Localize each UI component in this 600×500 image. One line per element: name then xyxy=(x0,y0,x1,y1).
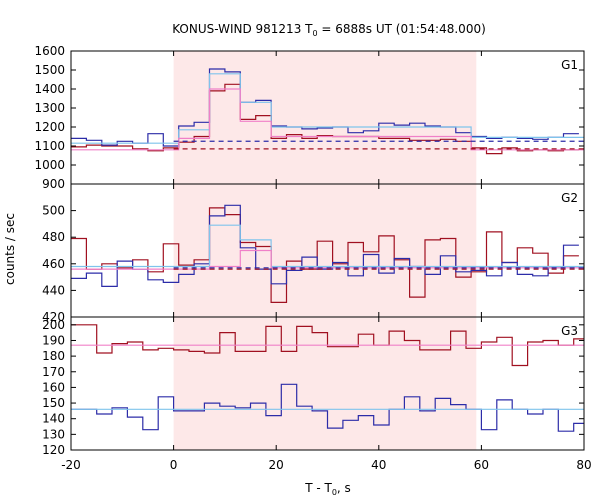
y-tick-label: 150 xyxy=(42,396,65,410)
histogram-red-0 xyxy=(71,324,584,367)
y-tick-label: 160 xyxy=(42,380,65,394)
panel-label: G2 xyxy=(561,191,578,205)
y-tick-label: 500 xyxy=(42,204,65,218)
x-tick-label: 20 xyxy=(269,458,284,472)
y-tick-label: 900 xyxy=(42,177,65,191)
y-tick-label: 1200 xyxy=(34,120,65,134)
histogram-red-0 xyxy=(71,207,579,303)
y-tick-label: 170 xyxy=(42,365,65,379)
y-tick-label: 460 xyxy=(42,257,65,271)
panel-label: G3 xyxy=(561,324,578,338)
y-tick-label: 480 xyxy=(42,230,65,244)
y-tick-label: 1300 xyxy=(34,101,65,115)
histogram-blue-1 xyxy=(71,204,579,287)
x-tick-label: 60 xyxy=(474,458,489,472)
panel-label: G1 xyxy=(561,58,578,72)
panel-frame xyxy=(70,316,585,451)
y-tick-label: 140 xyxy=(42,412,65,426)
y-tick-label: 1100 xyxy=(34,139,65,153)
histogram-pink-3 xyxy=(71,88,584,151)
chart-title: KONUS-WIND 981213 T0 = 6888s UT (01:54:4… xyxy=(172,22,486,38)
y-tick-label: 200 xyxy=(42,318,65,332)
y-tick-label: 420 xyxy=(42,310,65,324)
y-tick-label: 1400 xyxy=(34,82,65,96)
panel-g1: 900 1000 1100 1200 1300 1400 1500 1600 G1 xyxy=(34,44,585,191)
y-tick-label: 440 xyxy=(42,283,65,297)
histogram-lightblue-2 xyxy=(71,73,584,144)
x-tick-label: 80 xyxy=(576,458,591,472)
panel-g2: 420 440 460 480 500 G2 xyxy=(42,183,585,324)
x-tick-label: 40 xyxy=(371,458,386,472)
x-axis-label: T - T0, s xyxy=(304,481,351,497)
y-tick-label: 1000 xyxy=(34,158,65,172)
y-tick-label: 120 xyxy=(42,443,65,457)
shaded-interval xyxy=(173,51,477,184)
y-tick-label: 1600 xyxy=(34,44,65,58)
histogram-blue-1 xyxy=(71,68,579,147)
x-tick-label: -20 xyxy=(61,458,81,472)
y-axis-label: counts / sec xyxy=(3,213,17,285)
y-tick-label: 190 xyxy=(42,333,65,347)
shaded-interval xyxy=(173,317,477,450)
histogram-red-0 xyxy=(71,83,579,155)
shaded-interval xyxy=(173,184,477,317)
histogram-blue-1 xyxy=(71,383,584,432)
y-tick-label: 130 xyxy=(42,427,65,441)
y-tick-label: 180 xyxy=(42,349,65,363)
x-tick-label: 0 xyxy=(170,458,178,472)
y-tick-label: 1500 xyxy=(34,63,65,77)
histogram-pink-3 xyxy=(71,249,584,270)
plot-panels: 9001000110012001300140015001600G14204404… xyxy=(34,44,591,472)
